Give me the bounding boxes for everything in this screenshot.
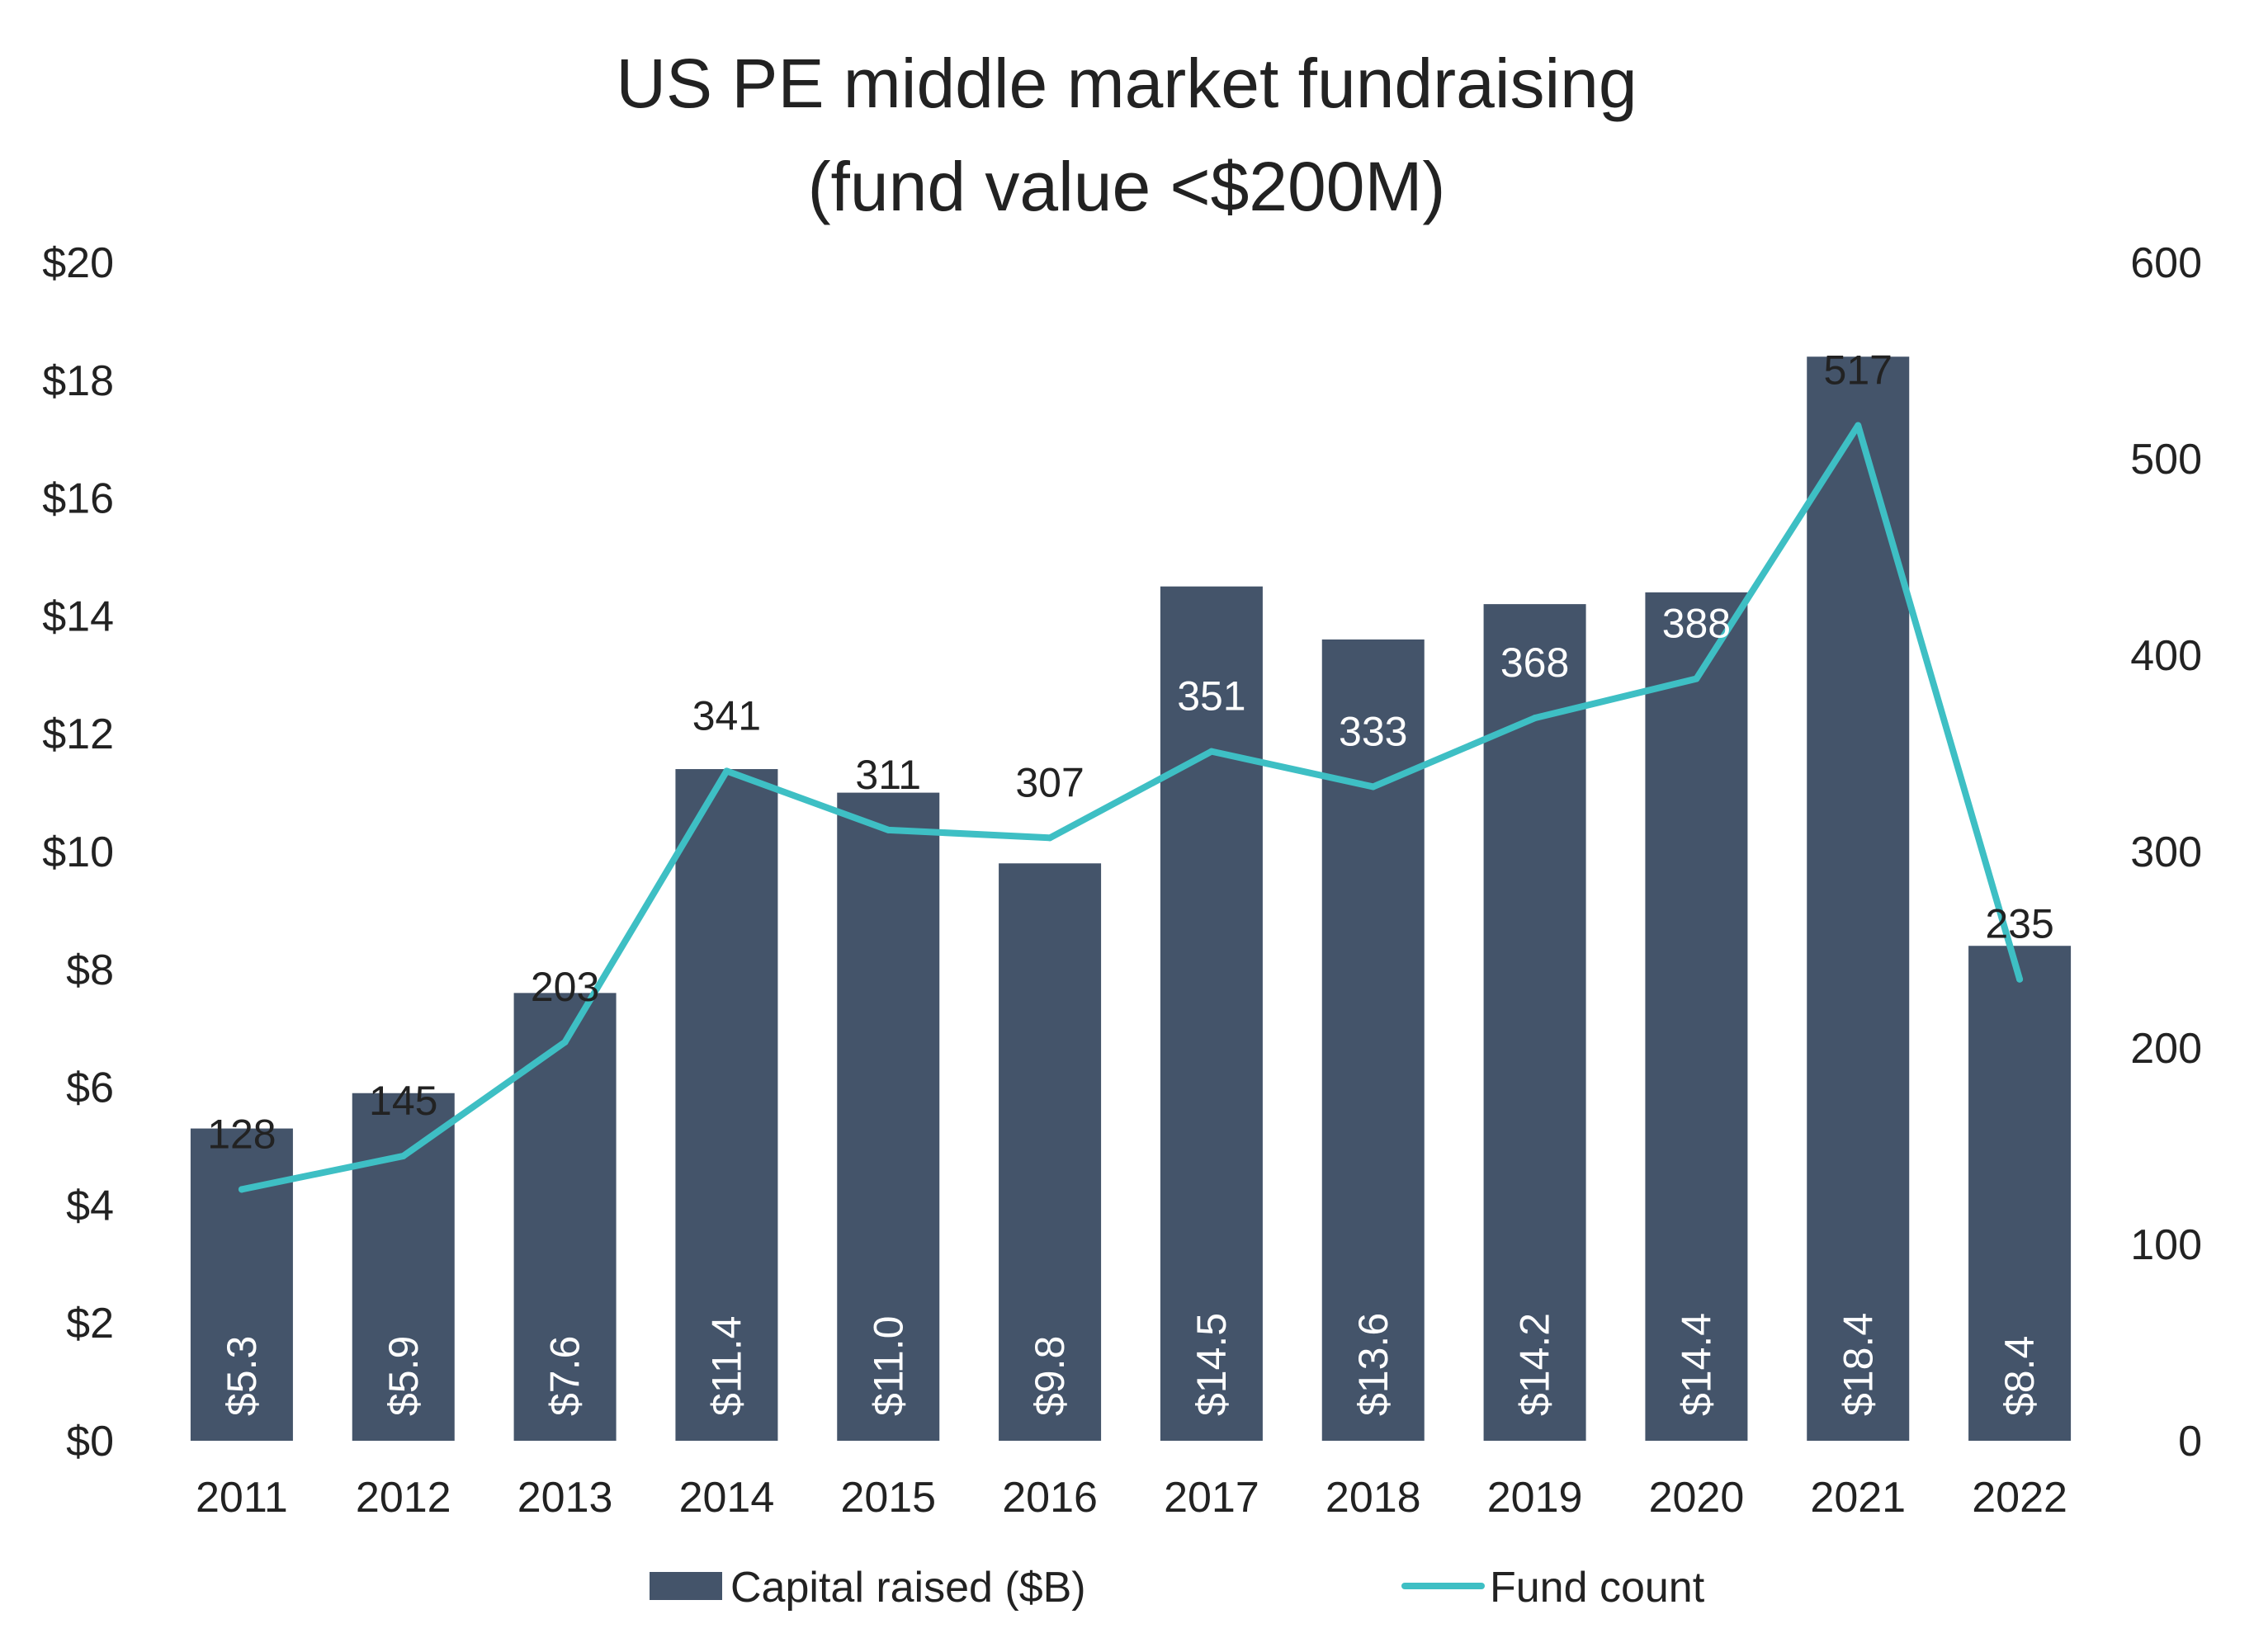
bar-2017 bbox=[1160, 586, 1263, 1442]
right-y-tick-label: 400 bbox=[2130, 632, 2202, 680]
bar-value-labels: $5.3 $5.9 $7.6 $11.4 $11.0 $9.8 $14.5 $13.6 $14.… bbox=[219, 1313, 2043, 1416]
right-y-tick-label: 300 bbox=[2130, 828, 2202, 876]
right-y-tick-label: 100 bbox=[2130, 1221, 2202, 1269]
fund-count-label: 341 bbox=[692, 692, 761, 739]
legend: Capital raised ($B) Fund count bbox=[650, 1564, 1705, 1612]
left-y-tick-label: $14 bbox=[42, 592, 114, 640]
x-tick-label: 2022 bbox=[1972, 1474, 2067, 1522]
bar-value-label: $5.3 bbox=[219, 1336, 265, 1416]
fund-count-label: 311 bbox=[855, 752, 921, 798]
x-tick-label: 2016 bbox=[1002, 1474, 1098, 1522]
fund-count-label: 333 bbox=[1339, 708, 1407, 754]
line-value-labels: 128 145 203 341 311 307 351 333 368 388 517 235 bbox=[207, 347, 2054, 1158]
x-tick-label: 2013 bbox=[517, 1474, 613, 1522]
fund-count-point bbox=[1369, 783, 1377, 791]
bar-2015 bbox=[837, 792, 940, 1441]
right-y-axis: 0 100 200 300 400 500 600 bbox=[2130, 239, 2202, 1466]
legend-swatch-bar bbox=[650, 1572, 722, 1600]
x-tick-label: 2021 bbox=[1810, 1474, 1906, 1522]
line-series-fund-count bbox=[238, 422, 2024, 1193]
right-y-tick-label: 0 bbox=[2178, 1418, 2202, 1466]
x-tick-label: 2018 bbox=[1325, 1474, 1421, 1522]
left-y-tick-label: $18 bbox=[42, 357, 114, 405]
bar-value-label: $5.9 bbox=[380, 1336, 427, 1416]
fund-count-point bbox=[723, 767, 730, 775]
bar-value-label: $11.4 bbox=[703, 1316, 749, 1416]
bar-2020 bbox=[1645, 592, 1748, 1441]
fund-count-point bbox=[885, 826, 892, 833]
right-y-tick-label: 200 bbox=[2130, 1025, 2202, 1073]
bar-2012 bbox=[352, 1093, 455, 1441]
bar-value-label: $9.8 bbox=[1027, 1336, 1073, 1416]
bar-2019 bbox=[1483, 604, 1586, 1441]
left-y-tick-label: $12 bbox=[42, 710, 114, 758]
chart-title-line-1: US PE middle market fundraising bbox=[616, 45, 1637, 122]
legend-label-capital-raised: Capital raised ($B) bbox=[730, 1564, 1086, 1612]
x-tick-label: 2019 bbox=[1487, 1474, 1583, 1522]
x-tick-label: 2015 bbox=[840, 1474, 936, 1522]
fund-count-label: 351 bbox=[1177, 673, 1245, 720]
x-tick-label: 2011 bbox=[196, 1474, 288, 1522]
left-y-tick-label: $0 bbox=[66, 1418, 114, 1466]
legend-label-fund-count: Fund count bbox=[1490, 1564, 1705, 1612]
fund-count-point bbox=[1693, 675, 1700, 682]
right-y-tick-label: 500 bbox=[2130, 436, 2202, 484]
fund-count-point bbox=[399, 1152, 407, 1159]
x-tick-label: 2017 bbox=[1164, 1474, 1259, 1522]
bar-2022 bbox=[1968, 946, 2072, 1441]
bar-value-label: $18.4 bbox=[1835, 1313, 1881, 1416]
right-y-tick-label: 600 bbox=[2130, 239, 2202, 287]
left-y-tick-label: $2 bbox=[66, 1300, 114, 1348]
left-y-tick-label: $4 bbox=[66, 1182, 114, 1230]
x-tick-label: 2012 bbox=[356, 1474, 451, 1522]
bar-series-capital-raised bbox=[190, 356, 2072, 1442]
fund-count-point bbox=[561, 1038, 569, 1045]
left-y-tick-label: $8 bbox=[66, 946, 114, 994]
bar-value-label: $14.2 bbox=[1512, 1313, 1558, 1416]
fund-count-point bbox=[1855, 422, 1862, 429]
fund-count-point bbox=[1531, 715, 1538, 722]
fund-count-label: 128 bbox=[207, 1111, 276, 1157]
bar-value-label: $7.6 bbox=[542, 1336, 588, 1416]
chart-title: US PE middle market fundraising (fund va… bbox=[616, 45, 1637, 225]
fund-count-label: 368 bbox=[1500, 640, 1569, 686]
left-y-tick-label: $10 bbox=[42, 828, 114, 876]
bar-value-label: $13.6 bbox=[1350, 1313, 1396, 1416]
x-tick-label: 2020 bbox=[1649, 1474, 1745, 1522]
bar-2021 bbox=[1807, 356, 1910, 1441]
left-y-tick-label: $20 bbox=[42, 239, 114, 287]
fund-count-point bbox=[2016, 975, 2024, 983]
bar-value-label: $14.4 bbox=[1673, 1313, 1719, 1416]
fund-count-label: 388 bbox=[1662, 601, 1731, 647]
fund-count-point bbox=[238, 1186, 245, 1193]
fund-count-label: 235 bbox=[1985, 901, 2053, 947]
bar-value-label: $8.4 bbox=[1996, 1336, 2043, 1416]
x-tick-label: 2014 bbox=[679, 1474, 775, 1522]
left-y-axis: $0 $2 $4 $6 $8 $10 $12 $14 $16 $18 $20 bbox=[42, 239, 114, 1466]
bar-value-label: $11.0 bbox=[865, 1316, 911, 1416]
fund-count-point bbox=[1047, 834, 1054, 842]
fund-count-line bbox=[238, 422, 2024, 1193]
x-axis: 2011 2012 2013 2014 2015 2016 2017 2018 2019 2020… bbox=[196, 1474, 2067, 1522]
bar-value-label: $14.5 bbox=[1188, 1313, 1235, 1416]
chart-title-line-2: (fund value <$200M) bbox=[808, 148, 1446, 225]
bar-2016 bbox=[999, 863, 1102, 1441]
fund-count-label: 203 bbox=[531, 964, 599, 1010]
fund-count-label: 517 bbox=[1824, 347, 1893, 394]
bar-2014 bbox=[675, 769, 778, 1441]
fund-count-label: 307 bbox=[1015, 759, 1084, 805]
fund-count-label: 145 bbox=[369, 1078, 437, 1124]
left-y-tick-label: $16 bbox=[42, 475, 114, 523]
left-y-tick-label: $6 bbox=[66, 1064, 114, 1112]
fund-count-point bbox=[1207, 748, 1215, 755]
